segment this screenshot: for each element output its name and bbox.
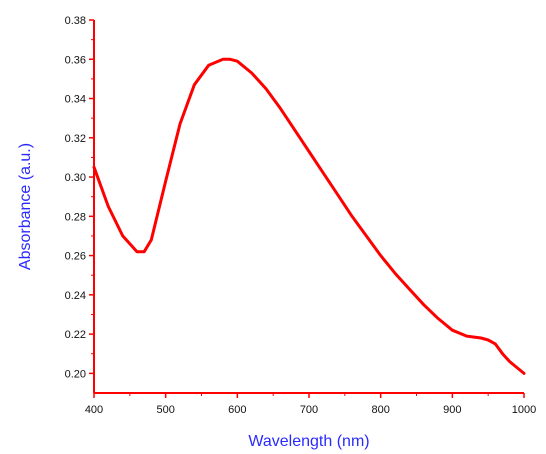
x-tick-label: 800 bbox=[371, 404, 389, 416]
y-tick-label: 0.26 bbox=[65, 251, 86, 263]
y-tick-label: 0.30 bbox=[65, 172, 86, 184]
y-tick-label: 0.22 bbox=[65, 329, 86, 341]
x-tick-label: 700 bbox=[300, 404, 318, 416]
y-tick-label: 0.24 bbox=[65, 290, 86, 302]
y-tick-label: 0.32 bbox=[65, 133, 86, 145]
x-tick-label: 1000 bbox=[512, 404, 536, 416]
x-tick-label: 400 bbox=[85, 404, 103, 416]
absorbance-series-line bbox=[92, 57, 526, 375]
y-tick-label: 0.36 bbox=[65, 54, 86, 66]
x-tick-label: 900 bbox=[443, 404, 461, 416]
y-tick-label: 0.20 bbox=[65, 368, 86, 380]
y-axis-title: Absorbance (a.u.) bbox=[17, 143, 34, 270]
x-tick-label: 500 bbox=[156, 404, 174, 416]
x-axis-ticks: 400 500 600 700 800 900 1000 bbox=[85, 393, 536, 416]
y-axis-ticks: 0.20 0.22 0.24 0.26 0.28 0.30 0.32 0.34 0.36 0.38 bbox=[65, 15, 94, 380]
y-tick-label: 0.34 bbox=[65, 94, 86, 106]
y-tick-label: 0.38 bbox=[65, 15, 86, 27]
x-tick-label: 600 bbox=[228, 404, 246, 416]
y-tick-label: 0.28 bbox=[65, 211, 86, 223]
x-axis-title: Wavelength (nm) bbox=[248, 433, 369, 450]
